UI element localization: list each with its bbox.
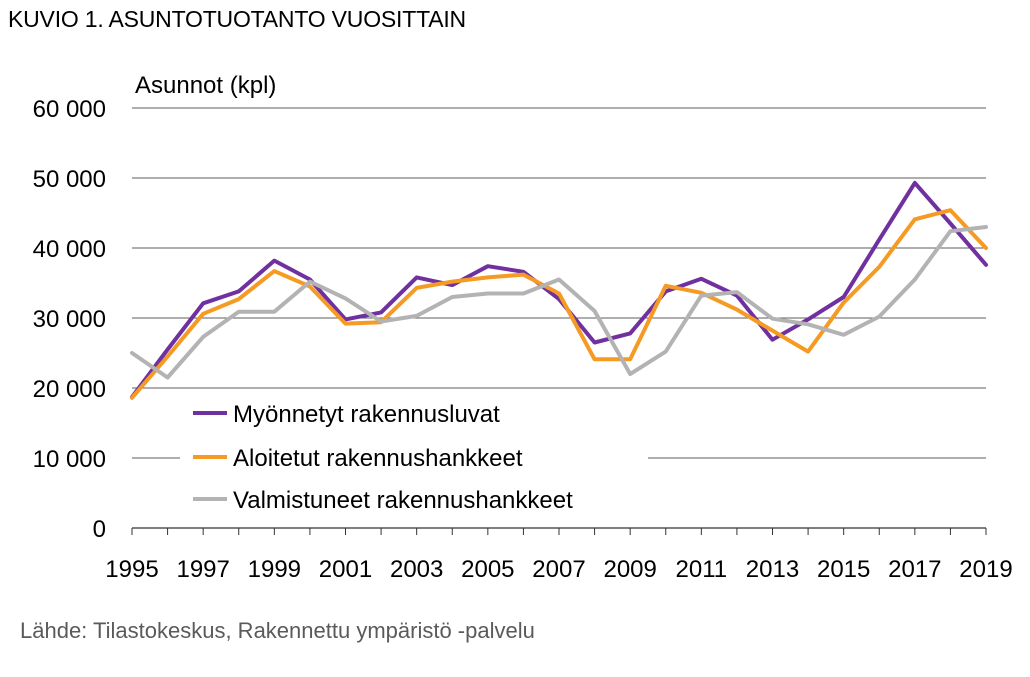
x-tick-label: 1999 bbox=[248, 556, 301, 583]
axes: 0 10 000 20 000 30 000 40 000 50 000 60 000 199… bbox=[33, 96, 1013, 583]
y-tick-label: 30 000 bbox=[33, 306, 106, 333]
x-tick-label: 2017 bbox=[888, 556, 941, 583]
x-tick-label: 2015 bbox=[817, 556, 870, 583]
series-line-1 bbox=[130, 180, 988, 400]
x-tick-label: 1997 bbox=[176, 556, 229, 583]
chart-title: KUVIO 1. ASUNTOTUOTANTO VUOSITTAIN bbox=[8, 6, 466, 32]
x-tick-label: 1995 bbox=[105, 556, 158, 583]
y-tick-label: 60 000 bbox=[33, 96, 106, 123]
legend-label: Valmistuneet rakennushankkeet bbox=[233, 487, 573, 514]
x-tick-label: 2003 bbox=[390, 556, 443, 583]
x-tick-label: 2009 bbox=[603, 556, 656, 583]
series-line-2 bbox=[130, 208, 988, 400]
y-tick-label: 0 bbox=[93, 516, 106, 543]
legend-label: Aloitetut rakennushankkeet bbox=[233, 445, 523, 472]
legend: Myönnetyt rakennusluvat Aloitetut rakennu… bbox=[180, 398, 648, 520]
y-tick-label: 40 000 bbox=[33, 236, 106, 263]
x-tick-label: 2005 bbox=[461, 556, 514, 583]
legend-background bbox=[180, 398, 648, 520]
y-axis-label: Asunnot (kpl) bbox=[135, 72, 276, 99]
series-lines bbox=[130, 180, 988, 400]
legend-label: Myönnetyt rakennusluvat bbox=[233, 401, 500, 428]
x-tick-label: 2007 bbox=[532, 556, 585, 583]
y-tick-label: 20 000 bbox=[33, 376, 106, 403]
y-tick-label: 50 000 bbox=[33, 166, 106, 193]
x-tick-label: 2001 bbox=[319, 556, 372, 583]
x-tick-label: 2019 bbox=[959, 556, 1012, 583]
y-tick-label: 10 000 bbox=[33, 446, 106, 473]
series-line-3 bbox=[130, 225, 988, 380]
source-note: Lähde: Tilastokeskus, Rakennettu ympäris… bbox=[20, 618, 535, 643]
x-tick-label: 2013 bbox=[746, 556, 799, 583]
x-tick-label: 2011 bbox=[676, 556, 728, 583]
